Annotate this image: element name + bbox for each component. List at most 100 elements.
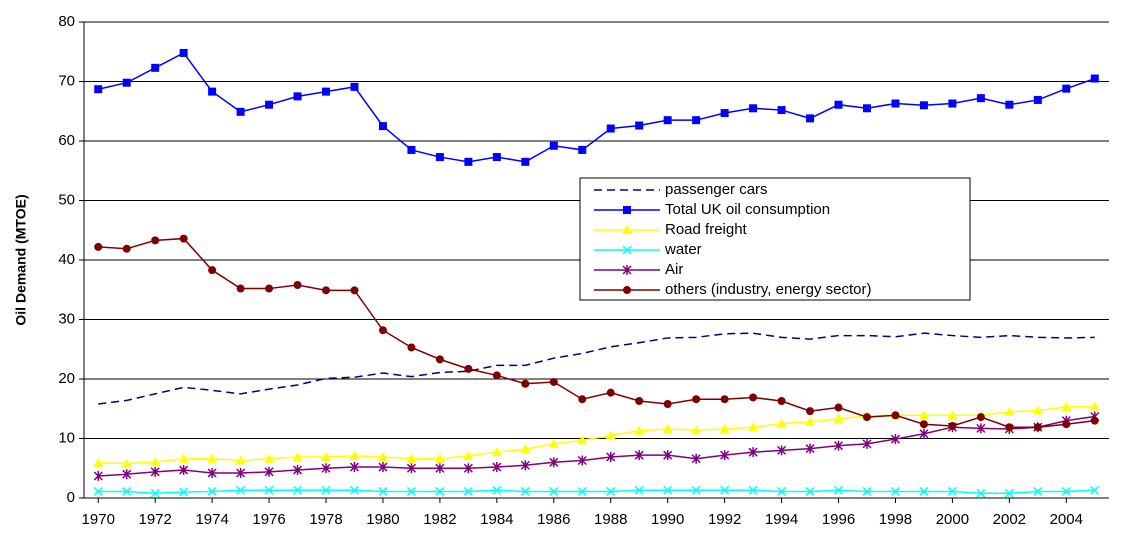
marker-shape bbox=[121, 458, 132, 468]
x-tick-label: 2004 bbox=[1050, 511, 1083, 528]
marker bbox=[178, 453, 189, 463]
marker bbox=[264, 466, 274, 477]
marker bbox=[93, 457, 104, 467]
marker bbox=[520, 444, 531, 454]
marker bbox=[919, 486, 929, 496]
marker-shape bbox=[1061, 486, 1071, 496]
marker-shape bbox=[94, 85, 103, 94]
marker-shape bbox=[122, 78, 131, 87]
marker bbox=[122, 78, 131, 87]
marker bbox=[293, 465, 303, 476]
marker bbox=[806, 407, 815, 416]
marker bbox=[321, 463, 331, 474]
marker-shape bbox=[1005, 423, 1014, 432]
marker bbox=[1090, 416, 1099, 425]
marker-shape bbox=[976, 423, 986, 434]
marker-shape bbox=[890, 486, 900, 496]
marker-shape bbox=[749, 393, 758, 402]
marker-shape bbox=[293, 92, 302, 101]
legend-label: water bbox=[664, 241, 702, 258]
marker bbox=[606, 388, 615, 397]
y-tick-label: 20 bbox=[58, 370, 75, 387]
marker-shape bbox=[521, 157, 530, 166]
marker bbox=[1061, 486, 1071, 496]
marker bbox=[207, 486, 217, 496]
marker bbox=[947, 410, 958, 420]
marker bbox=[521, 157, 530, 166]
marker-shape bbox=[549, 457, 559, 468]
marker-shape bbox=[264, 466, 274, 477]
marker-shape bbox=[178, 453, 189, 463]
y-tick-label: 50 bbox=[58, 191, 75, 208]
marker-shape bbox=[236, 284, 245, 293]
marker bbox=[293, 485, 303, 495]
marker-shape bbox=[378, 462, 388, 473]
marker-shape bbox=[349, 450, 360, 460]
marker bbox=[777, 486, 787, 496]
marker-shape bbox=[1004, 488, 1014, 498]
marker-shape bbox=[918, 410, 929, 420]
marker-shape bbox=[720, 450, 730, 461]
marker-shape bbox=[265, 284, 274, 293]
x-tick-label: 1996 bbox=[822, 511, 855, 528]
marker bbox=[236, 485, 246, 495]
marker bbox=[691, 425, 702, 435]
marker bbox=[492, 485, 502, 495]
x-tick-label: 1982 bbox=[423, 511, 456, 528]
marker-shape bbox=[622, 265, 632, 275]
marker-shape bbox=[805, 486, 815, 496]
marker-shape bbox=[577, 486, 587, 496]
marker-shape bbox=[293, 485, 303, 495]
marker-shape bbox=[406, 453, 417, 463]
legend-label: Air bbox=[665, 261, 683, 278]
marker-shape bbox=[1033, 95, 1042, 104]
marker bbox=[663, 399, 672, 408]
marker-shape bbox=[606, 388, 615, 397]
marker-shape bbox=[919, 428, 929, 439]
marker-shape bbox=[720, 395, 729, 404]
x-tick-label: 1988 bbox=[594, 511, 627, 528]
marker-shape bbox=[93, 470, 103, 481]
marker-shape bbox=[891, 411, 900, 420]
marker bbox=[94, 85, 103, 94]
y-axis-label: Oil Demand (MTOE) bbox=[13, 194, 29, 325]
marker-shape bbox=[1062, 84, 1071, 93]
marker-shape bbox=[151, 236, 160, 245]
marker bbox=[634, 425, 645, 435]
marker bbox=[150, 457, 161, 467]
marker-shape bbox=[179, 234, 188, 243]
marker bbox=[634, 450, 644, 461]
x-tick-label: 1970 bbox=[82, 511, 115, 528]
marker-shape bbox=[606, 124, 615, 133]
legend-label: passenger cars bbox=[665, 181, 768, 198]
x-tick-label: 1974 bbox=[195, 511, 228, 528]
marker bbox=[976, 488, 986, 498]
marker-shape bbox=[1090, 416, 1099, 425]
marker-shape bbox=[622, 245, 632, 255]
marker-shape bbox=[264, 485, 274, 495]
marker bbox=[777, 106, 786, 115]
marker-shape bbox=[634, 425, 645, 435]
marker bbox=[521, 379, 530, 388]
series-line bbox=[98, 237, 1095, 428]
marker bbox=[208, 87, 217, 96]
marker-shape bbox=[623, 206, 631, 214]
marker-shape bbox=[350, 286, 359, 295]
marker bbox=[749, 104, 758, 113]
marker-shape bbox=[663, 116, 672, 125]
marker-shape bbox=[623, 286, 631, 294]
marker-shape bbox=[122, 244, 131, 253]
y-tick-label: 40 bbox=[58, 251, 75, 268]
marker bbox=[350, 286, 359, 295]
marker bbox=[378, 122, 387, 131]
marker bbox=[577, 486, 587, 496]
marker bbox=[948, 422, 957, 431]
marker bbox=[150, 466, 160, 477]
marker bbox=[406, 463, 416, 474]
marker bbox=[948, 99, 957, 108]
marker bbox=[749, 393, 758, 402]
marker bbox=[606, 451, 616, 462]
marker-shape bbox=[179, 48, 188, 57]
marker-shape bbox=[520, 486, 530, 496]
